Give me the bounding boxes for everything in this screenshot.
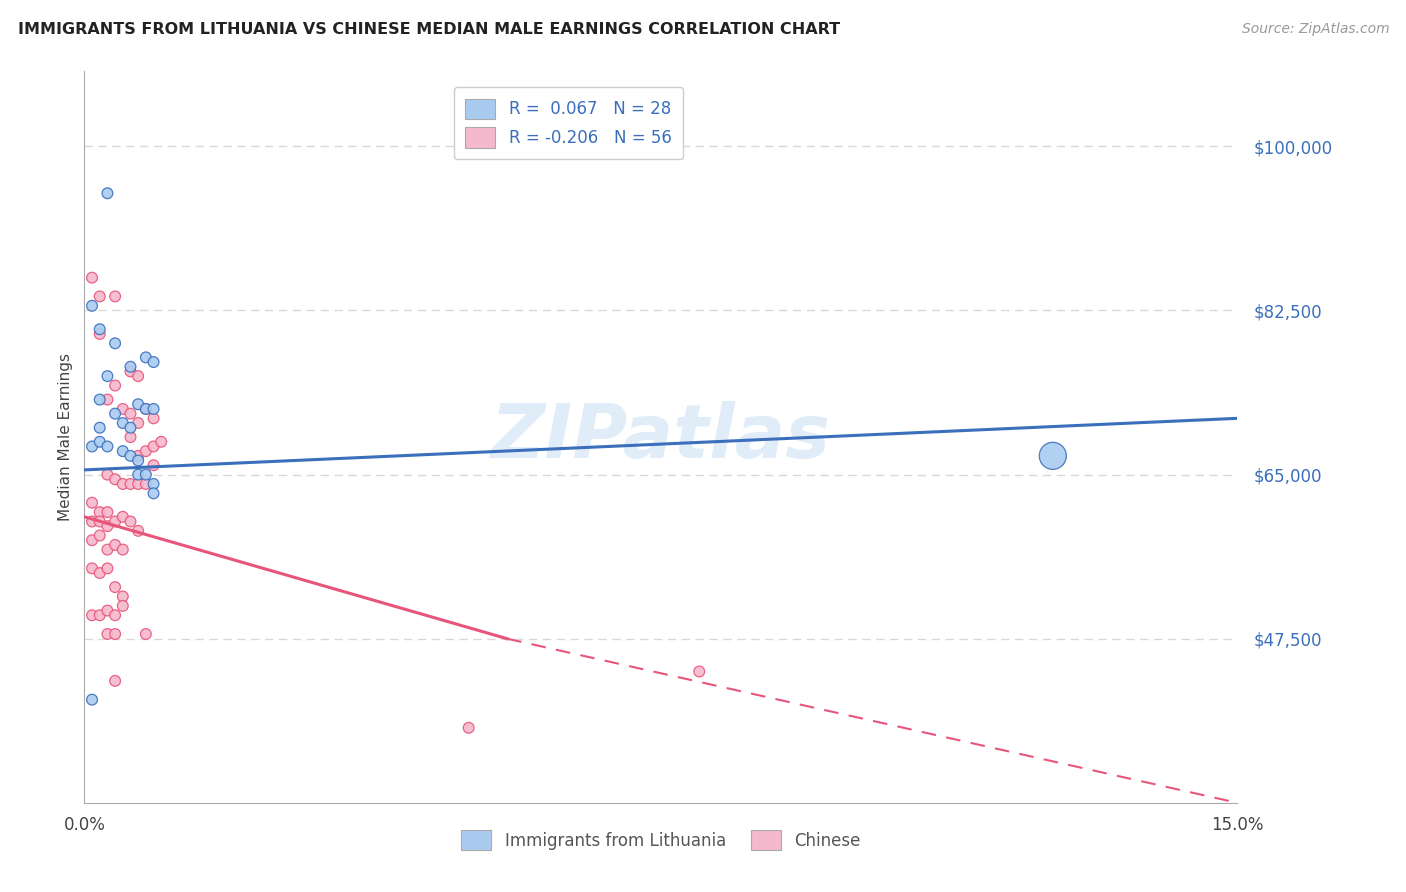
Point (89, 434, 111, 449)
Point (96, 603, 118, 617)
Point (135, 401, 157, 416)
Point (127, 369, 149, 384)
Point (120, 449, 142, 463)
Point (80, 533, 103, 548)
Point (80, 561, 103, 575)
Point (89, 326, 111, 341)
Text: ZIPatlas: ZIPatlas (491, 401, 831, 474)
Point (142, 411, 165, 425)
Point (120, 477, 142, 491)
Point (89, 322, 111, 336)
Point (111, 401, 134, 416)
Point (89, 420, 111, 434)
Point (142, 401, 165, 416)
Point (688, 665, 710, 679)
Point (111, 477, 134, 491)
Point (96, 519, 118, 533)
Point (104, 289, 127, 303)
Text: Source: ZipAtlas.com: Source: ZipAtlas.com (1241, 22, 1389, 37)
Point (80, 608, 103, 623)
Point (80, 440, 103, 454)
Point (111, 416, 134, 430)
Point (104, 407, 127, 421)
Point (80, 496, 103, 510)
Point (80, 299, 103, 313)
Point (135, 477, 157, 491)
Point (135, 351, 157, 365)
Point (111, 444, 134, 458)
Point (80, 515, 103, 529)
Point (89, 608, 111, 623)
Point (120, 420, 142, 434)
Point (96, 561, 118, 575)
Point (96, 186, 118, 201)
Y-axis label: Median Male Earnings: Median Male Earnings (58, 353, 73, 521)
Point (127, 449, 149, 463)
Point (89, 566, 111, 580)
Point (96, 369, 118, 384)
Point (142, 440, 165, 454)
Point (89, 392, 111, 407)
Point (127, 477, 149, 491)
Point (80, 692, 103, 706)
Point (127, 416, 149, 430)
Point (142, 477, 165, 491)
Point (104, 336, 127, 351)
Point (150, 434, 173, 449)
Point (104, 538, 127, 552)
Point (96, 505, 118, 519)
Point (457, 721, 479, 735)
Point (89, 528, 111, 542)
Point (111, 590, 134, 604)
Point (120, 430, 142, 444)
Point (120, 359, 142, 374)
Point (142, 458, 165, 473)
Point (135, 467, 157, 482)
Point (80, 270, 103, 285)
Point (135, 627, 157, 641)
Point (127, 524, 149, 538)
Point (104, 580, 127, 594)
Point (127, 467, 149, 482)
Point (127, 397, 149, 411)
Point (96, 392, 118, 407)
Point (104, 627, 127, 641)
Point (120, 407, 142, 421)
Point (89, 515, 111, 529)
Point (120, 364, 142, 378)
Point (104, 673, 127, 688)
Point (142, 355, 165, 369)
Point (111, 542, 134, 557)
Point (104, 472, 127, 486)
Legend: Immigrants from Lithuania, Chinese: Immigrants from Lithuania, Chinese (451, 820, 870, 860)
Point (1042, 449, 1064, 463)
Point (111, 509, 134, 524)
Point (127, 453, 149, 467)
Point (104, 515, 127, 529)
Point (96, 467, 118, 482)
Point (104, 378, 127, 392)
Text: IMMIGRANTS FROM LITHUANIA VS CHINESE MEDIAN MALE EARNINGS CORRELATION CHART: IMMIGRANTS FROM LITHUANIA VS CHINESE MED… (18, 22, 841, 37)
Point (96, 542, 118, 557)
Point (89, 505, 111, 519)
Point (104, 608, 127, 623)
Point (135, 444, 157, 458)
Point (96, 627, 118, 641)
Point (135, 401, 157, 416)
Point (142, 486, 165, 500)
Point (111, 599, 134, 613)
Point (120, 515, 142, 529)
Point (89, 289, 111, 303)
Point (96, 440, 118, 454)
